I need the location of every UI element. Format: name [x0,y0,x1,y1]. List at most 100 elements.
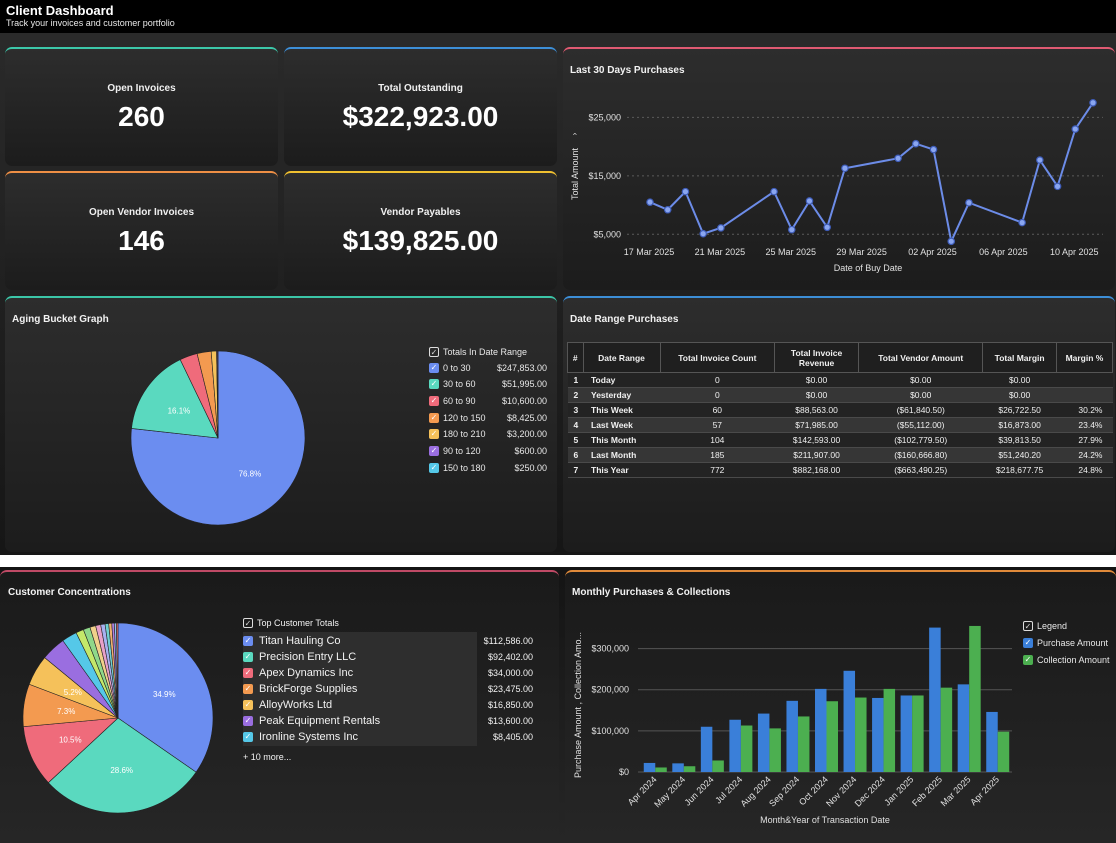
legend-item[interactable]: ✓ Apex Dynamics Inc $34,000.00 [243,665,535,681]
legend-item[interactable]: ✓ AlloyWorks Ltd $16,850.00 [243,697,535,713]
legend-checkbox[interactable]: ✓ [243,732,253,742]
table-column-header[interactable]: Total Invoice Count [659,342,776,373]
legend-checkbox[interactable]: ✓ [243,636,253,646]
pie-slice-label: 16.1% [168,406,191,415]
line-chart[interactable]: Total Amount Date of Buy Date $5,000 $15,… [563,49,1115,290]
legend-value: $600.00 [514,446,547,456]
line-point [911,139,920,148]
legend-checkbox[interactable]: ✓ [1023,654,1033,665]
legend-value: $16,850.00 [487,700,533,710]
legend-checkbox[interactable]: ✓ [243,652,253,662]
legend-checkbox[interactable]: ✓ [243,684,253,694]
page-title: Client Dashboard [6,3,114,18]
more-link[interactable]: + 10 more... [243,752,292,762]
legend-item[interactable]: ✓ 90 to 120 $600.00 [429,444,547,459]
table-column-header[interactable]: # [567,342,584,373]
aging-legend: ✓ Totals In Date Range ✓ 0 to 30 $247,853.… [429,344,547,474]
x-tick-label: 10 Apr 2025 [1050,247,1099,257]
legend-item[interactable]: ✓ 60 to 90 $10,600.00 [429,393,547,408]
legend-item[interactable]: ✓ Purchase Amount [1023,635,1108,650]
legend-checkbox[interactable]: ✓ [429,446,439,456]
table-cell: 5 [567,432,583,448]
table-cell: ($61,840.50) [858,402,983,418]
legend-checkbox[interactable]: ✓ [243,700,253,710]
legend-checkbox[interactable]: ✓ [1023,637,1033,648]
legend-checkbox[interactable]: ✓ [429,412,439,423]
table-row[interactable]: 7 This Year 772 $882,168.00 ($663,490.25) $21… [567,462,1113,478]
table-row[interactable]: 2 Yesterday 0 $0.00 $0.00 $0.00 [567,387,1113,403]
legend-title: Totals In Date Range [443,346,528,357]
kpi-total-outstanding[interactable]: Total Outstanding $322,923.00 [284,47,557,166]
bar-chart[interactable]: Purchase Amount , Collection Amo... Mont… [565,572,1116,843]
sort-indicator-icon: › [570,132,579,135]
legend-title-row[interactable]: ✓ Top Customer Totals [243,615,535,631]
kpi-vendor-payables[interactable]: Vendor Payables $139,825.00 [284,171,557,290]
line-point [646,198,654,206]
legend-toggle-checkbox[interactable]: ✓ [1023,620,1033,631]
legend-label: Ironline Systems Inc [259,731,359,743]
legend-checkbox[interactable]: ✓ [429,362,439,373]
table-cell: $51,240.20 [982,447,1057,463]
table-cell: 7 [567,462,583,478]
line-series [649,102,1094,245]
legend-item[interactable]: ✓ BrickForge Supplies $23,475.00 [243,681,535,697]
pie-slice [47,717,197,814]
legend-checkbox[interactable]: ✓ [429,395,439,406]
bar [986,711,998,772]
table-row[interactable]: 3 This Week 60 $88,563.00 ($61,840.50) $26,72… [567,402,1113,418]
table-row[interactable]: 6 Last Month 185 $211,907.00 ($160,666.80) $5… [567,447,1113,463]
legend-title: Top Customer Totals [257,618,339,628]
legend-item[interactable]: ✓ 150 to 180 $250.00 [429,460,547,475]
table-row[interactable]: 5 This Month 104 $142,593.00 ($102,779.50) $3… [567,432,1113,448]
bar [757,713,770,772]
legend-value: $8,425.00 [506,412,547,423]
table-row[interactable]: 4 Last Week 57 $71,985.00 ($55,112.00) $16,87… [567,417,1113,433]
legend-toggle-checkbox[interactable]: ✓ [243,618,253,628]
legend-checkbox[interactable]: ✓ [429,462,439,473]
customer-pie-chart[interactable]: 34.9% 28.6% 10.5% 7.3% 5.2% [0,572,559,843]
kpi-open-invoices[interactable]: Open Invoices 260 [5,47,278,166]
dashboard-header: Client Dashboard Track your invoices and… [0,0,1116,33]
legend-item[interactable]: ✓ 120 to 150 $8,425.00 [429,410,547,425]
table-column-header[interactable]: Margin % [1055,342,1114,373]
legend-item[interactable]: ✓ Titan Hauling Co $112,586.00 [243,633,535,649]
table-cell: 0 [660,387,775,403]
table-cell: 57 [660,417,775,433]
table-cell: 23.4% [1056,417,1113,433]
legend-toggle-checkbox[interactable]: ✓ [429,346,439,357]
legend-checkbox[interactable]: ✓ [429,429,439,440]
legend-checkbox[interactable]: ✓ [243,716,253,726]
kpi-open-vendor-invoices[interactable]: Open Vendor Invoices 146 [5,171,278,290]
legend-item[interactable]: ✓ Collection Amount [1023,652,1110,667]
legend-checkbox[interactable]: ✓ [429,379,439,390]
table-column-header[interactable]: Total Vendor Amount [858,342,984,373]
table-cell: $211,907.00 [774,447,859,463]
date-range-purchases-card: Date Range Purchases # Date Range Total In… [563,296,1115,552]
kpi-label: Vendor Payables [380,207,461,218]
table-column-header[interactable]: Total Margin [982,342,1057,373]
legend-item[interactable]: ✓ Peak Equipment Rentals $13,600.00 [243,713,535,729]
x-tick-label: Mar 2025 [939,774,973,808]
legend-item[interactable]: ✓ 180 to 210 $3,200.00 [429,427,547,442]
legend-value: $112,586.00 [483,636,533,646]
legend-title-row[interactable]: ✓ Totals In Date Range [429,344,547,359]
legend-item[interactable]: ✓ 0 to 30 $247,853.00 [429,360,547,375]
table-cell: This Week [583,402,661,418]
table-cell: 185 [660,447,775,463]
legend-checkbox[interactable]: ✓ [243,668,253,678]
legend-item[interactable]: ✓ Ironline Systems Inc $8,405.00 [243,729,535,745]
legend-item[interactable]: ✓ Precision Entry LLC $92,402.00 [243,649,535,665]
table-cell: ($102,779.50) [858,432,983,448]
table-cell: $882,168.00 [774,462,859,478]
table-column-header[interactable]: Date Range [582,342,661,373]
line-point [787,225,796,234]
table-row[interactable]: 1 Today 0 $0.00 $0.00 $0.00 [567,372,1113,388]
legend-title-row[interactable]: ✓ Legend [1023,618,1067,633]
table-column-header[interactable]: Total Invoice Revenue [774,342,860,373]
table-cell: This Month [583,432,661,448]
table-cell: 4 [567,417,583,433]
aging-pie-chart[interactable]: 76.8% 16.1% [5,298,557,552]
table-cell: 104 [660,432,775,448]
kpi-value: 260 [118,101,165,132]
legend-item[interactable]: ✓ 30 to 60 $51,995.00 [429,377,547,392]
